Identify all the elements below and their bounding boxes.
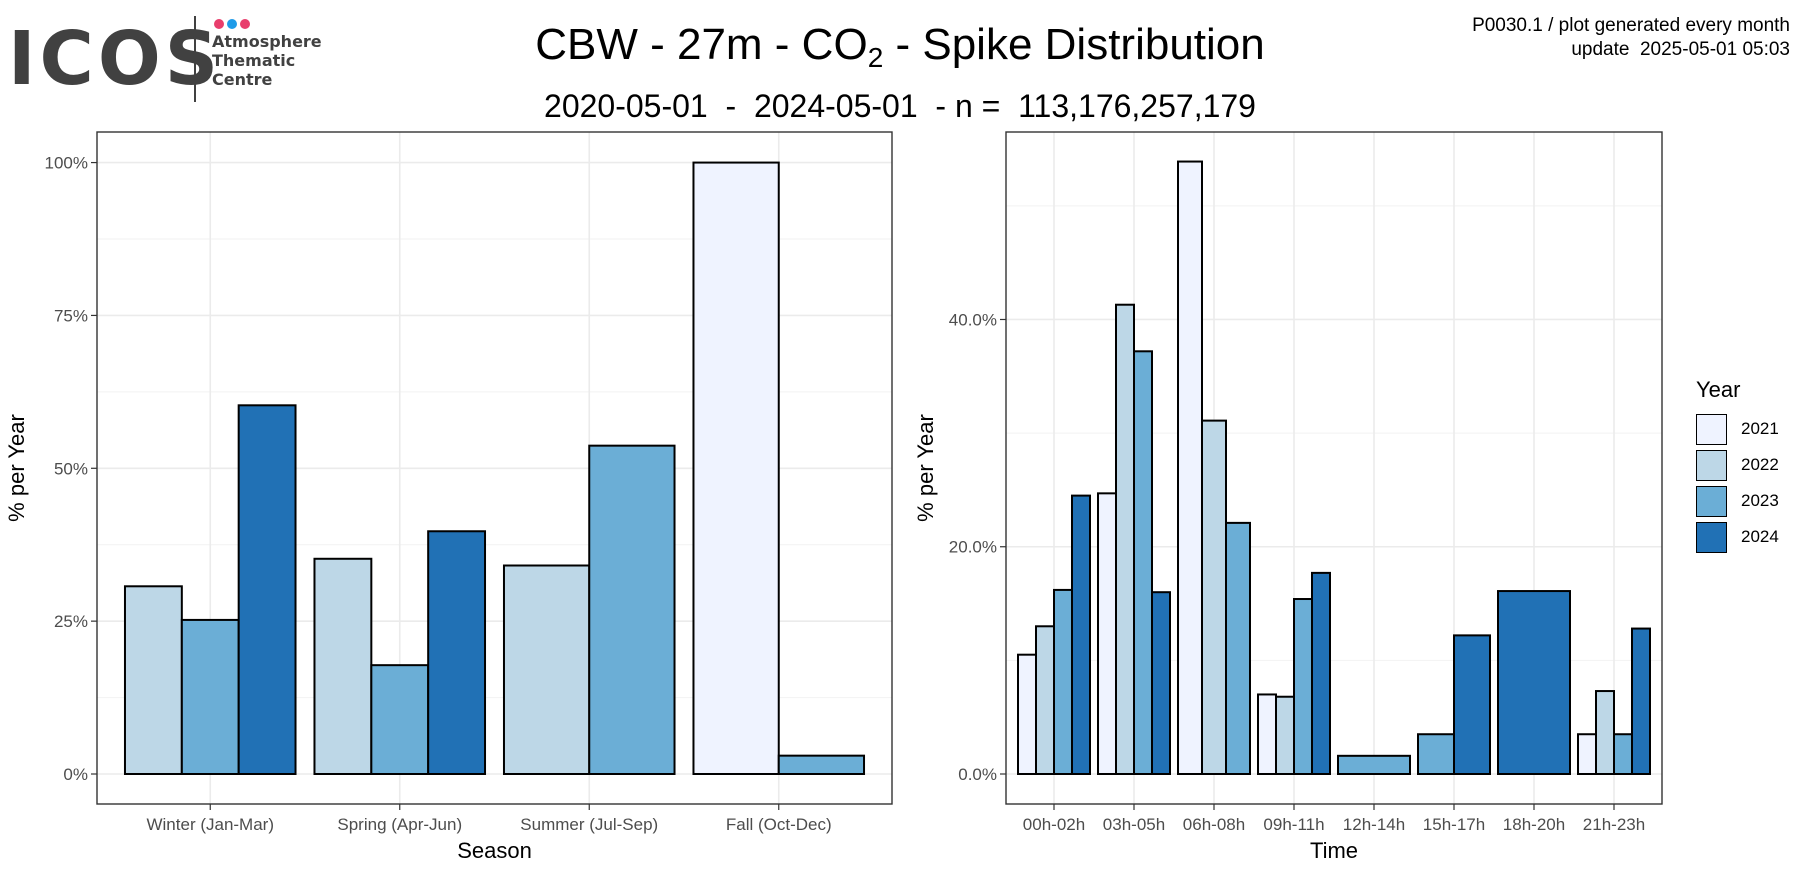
bar [1133,350,1153,775]
plot-meta: P0030.1 / plot generated every month upd… [1472,14,1790,62]
x-tick-label: Summer (Jul-Sep) [520,815,658,834]
bar [1497,590,1571,775]
title-rest: - Spike Distribution [883,20,1265,69]
bar [1115,303,1135,775]
bar [1631,627,1651,775]
legend-swatch [1696,485,1727,517]
bar [1453,634,1491,776]
x-tick-label: 18h-20h [1503,815,1565,834]
x-tick-label: 15h-17h [1423,815,1485,834]
legend-swatch [1696,521,1727,553]
x-tick-label: Spring (Apr-Jun) [337,815,462,834]
logo-dot [227,19,237,29]
logo-brand: ICOS [8,16,223,102]
x-tick-label: 21h-23h [1583,815,1645,834]
x-tick-label: 00h-02h [1023,815,1085,834]
legend-item-2022: 2022 [1696,447,1796,483]
bar [1311,571,1331,775]
bar [1613,733,1633,776]
y-tick-label: 50% [54,459,88,478]
y-axis-title: % per Year [4,414,29,522]
y-axis-title: % per Year [913,414,938,522]
meta-line-1: P0030.1 / plot generated every month [1472,15,1790,36]
legend: Year 2021 2022 2023 2024 [1696,377,1796,555]
bar [502,564,591,776]
x-tick-label: Fall (Oct-Dec) [726,815,832,834]
logo-dots [214,16,253,34]
legend-label: 2021 [1741,419,1779,438]
title-main: CBW - 27m - CO [535,20,868,69]
x-tick-label: 06h-08h [1183,815,1245,834]
y-tick-label: 100% [45,154,88,173]
logo-dot [214,19,224,29]
bar [1225,521,1251,775]
bar [1151,591,1171,776]
bar [588,444,676,775]
x-tick-label: 12h-14h [1343,815,1405,834]
bar [1275,695,1295,775]
y-tick-label: 0.0% [958,765,997,784]
legend-item-2024: 2024 [1696,519,1796,555]
icos-logo: ICOS Atmosphere Thematic Centre [8,12,328,107]
x-tick-label: 09h-11h [1263,815,1324,834]
bar [1595,690,1615,775]
bar [123,585,183,776]
logo-dot [240,19,250,29]
logo-line: Centre [212,70,273,89]
y-tick-label: 40.0% [949,310,997,329]
logo-line: Thematic [212,51,296,70]
season-panel: 0% 25% 50% 75% 100% Winter (Jan-Mar) Spring (A… [4,131,893,863]
bar [313,557,373,776]
bar [1017,653,1037,775]
x-axis-title: Season [457,838,532,863]
x-tick-label: 03h-05h [1103,815,1165,834]
legend-label: 2023 [1741,491,1779,510]
meta-line-2: update 2025-05-01 05:03 [1571,39,1790,60]
bar [1201,419,1227,775]
logo-separator [194,16,196,102]
legend-item-2023: 2023 [1696,483,1796,519]
bar [180,618,240,775]
logo-subtitle: Atmosphere Thematic Centre [212,32,322,89]
bar [1293,598,1313,775]
legend-item-2021: 2021 [1696,411,1796,447]
legend-label: 2022 [1741,455,1779,474]
bar [1097,492,1117,775]
bar [1337,754,1411,775]
bar [777,754,866,776]
y-tick-label: 0% [63,765,88,784]
bar [237,404,297,775]
chart-title: CBW - 27m - CO2 - Spike Distribution [0,18,1800,85]
bar [692,161,780,776]
panel-border [1005,131,1663,805]
bar [1417,733,1455,776]
bar [1053,588,1073,775]
y-tick-label: 25% [54,612,88,631]
bar [1177,160,1203,776]
title-subscript: 2 [867,42,884,73]
bar [1071,494,1091,775]
bar [1577,733,1597,776]
y-tick-label: 20.0% [949,538,997,557]
panel-border [96,131,893,805]
bar [427,530,487,776]
legend-swatch [1696,413,1727,445]
chart-subtitle: 2020-05-01 - 2024-05-01 - n = 113,176,25… [544,88,1256,124]
time-panel: 0.0% 20.0% 40.0% 00h-02h 03h-05h 06h-08h 09h-1… [913,131,1663,863]
bar [1035,625,1055,776]
legend-label: 2024 [1741,527,1779,546]
y-tick-label: 75% [54,306,88,325]
logo-line: Atmosphere [212,32,322,51]
legend-swatch [1696,449,1727,481]
x-tick-label: Winter (Jan-Mar) [146,815,274,834]
bar [1257,693,1277,776]
bar [370,664,430,775]
x-axis-title: Time [1310,838,1358,863]
legend-title: Year [1696,377,1741,402]
